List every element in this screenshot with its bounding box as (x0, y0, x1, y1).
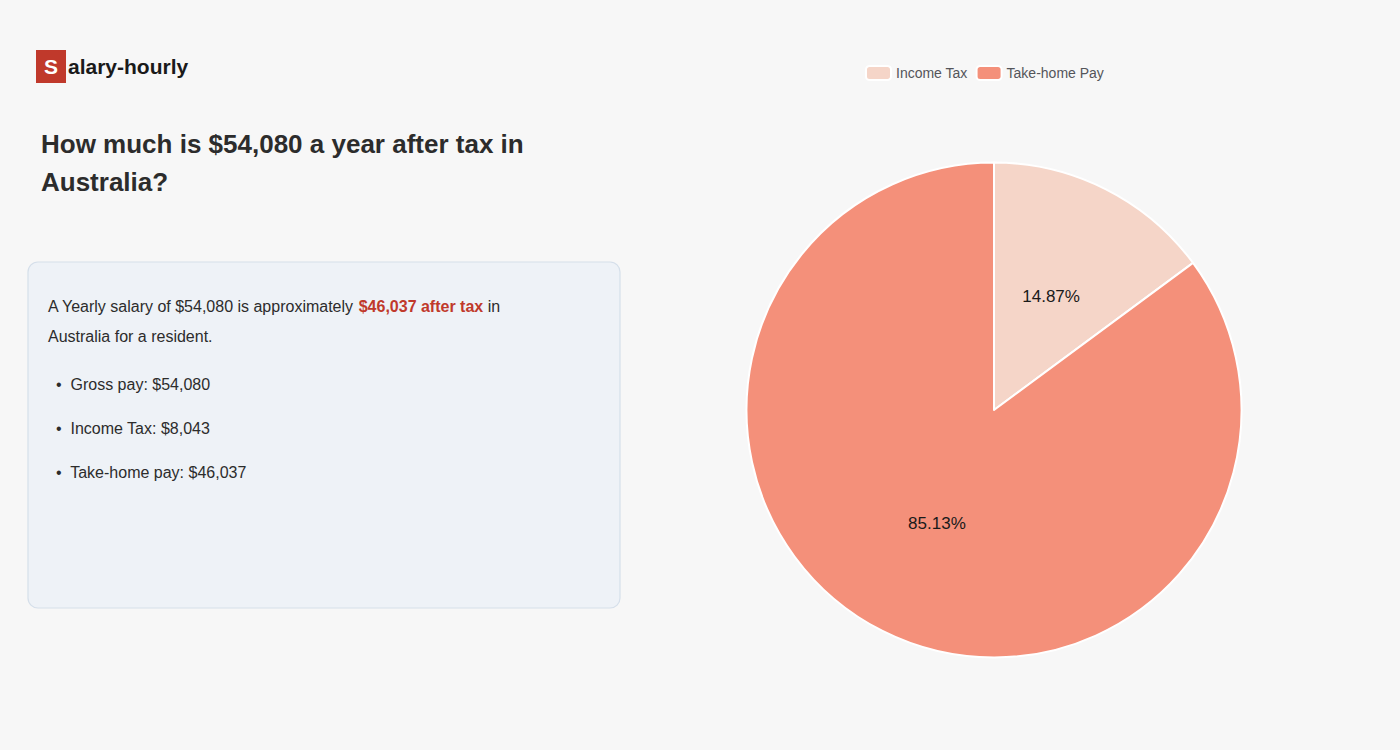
svg-text:alary-hourly: alary-hourly (68, 55, 189, 78)
svg-text:Australia for a resident.: Australia for a resident. (48, 328, 213, 345)
svg-text:• Income Tax: $8,043: • Income Tax: $8,043 (56, 420, 210, 437)
svg-text:How much is $54,080 a year aft: How much is $54,080 a year after tax in (41, 129, 524, 159)
svg-text:S: S (44, 55, 58, 78)
svg-text:• Gross pay: $54,080: • Gross pay: $54,080 (56, 376, 210, 393)
svg-text:$46,037 after tax: $46,037 after tax (359, 298, 484, 315)
svg-text:• Take-home pay: $46,037: • Take-home pay: $46,037 (56, 464, 246, 481)
svg-text:Income Tax: Income Tax (896, 65, 967, 81)
svg-text:Take-home Pay: Take-home Pay (1007, 65, 1104, 81)
svg-text:in: in (483, 298, 500, 315)
svg-text:85.13%: 85.13% (908, 514, 966, 533)
svg-text:Australia?: Australia? (41, 167, 168, 197)
svg-text:14.87%: 14.87% (1022, 287, 1080, 306)
svg-text:A Yearly salary of $54,080 is: A Yearly salary of $54,080 is approximat… (48, 298, 358, 315)
